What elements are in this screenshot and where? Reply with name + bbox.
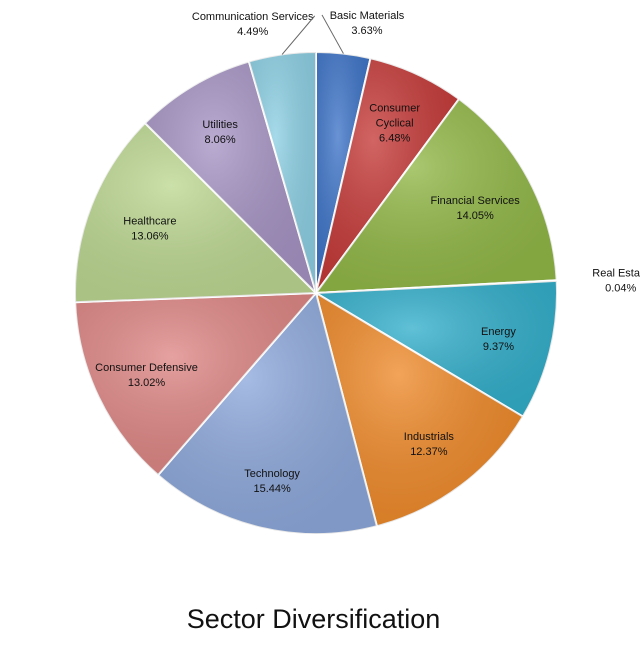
slice-label-utilities: Utilities 8.06% xyxy=(202,119,238,146)
pie-slice-shading xyxy=(316,58,459,293)
slice-label-consumer-cyclical: Consumer Cyclical 6.48% xyxy=(369,102,420,144)
slice-label-basic-materials: Basic Materials 3.63% xyxy=(330,10,405,37)
slice-label-industrials: Industrials 12.37% xyxy=(404,431,455,458)
slice-label-communication-services: Communication Services 4.49% xyxy=(192,11,314,38)
leader-line xyxy=(321,14,344,54)
pie-slice-shading xyxy=(158,293,377,534)
pie-slices xyxy=(74,50,558,535)
slice-label-energy: Energy 9.37% xyxy=(481,326,516,353)
slice-label-technology: Technology 15.44% xyxy=(244,468,300,495)
pie-slice-shading xyxy=(316,293,523,527)
pie-labels: Basic Materials 3.63% Consumer Cyclical 6.48… xyxy=(95,10,640,495)
pie-slice-shading xyxy=(145,61,316,293)
pie-slice-shading xyxy=(248,52,316,293)
pie-slice-shading xyxy=(75,123,316,303)
pie-slice-shading xyxy=(316,280,557,417)
pie-slice-shading xyxy=(316,99,557,293)
leader-line xyxy=(281,15,316,55)
pie-chart: Basic Materials 3.63% Consumer Cyclical 6.48… xyxy=(74,10,640,535)
slice-label-financial-services: Financial Services 14.05% xyxy=(430,195,520,222)
slice-label-consumer-defensive: Consumer Defensive 13.02% xyxy=(95,362,198,389)
chart-title: Sector Diversification xyxy=(186,604,441,634)
pie-slice-shading xyxy=(75,293,316,476)
slice-label-real-estate: Real Estate0.04% xyxy=(592,267,640,294)
slice-label-healthcare: Healthcare 13.06% xyxy=(123,216,176,243)
